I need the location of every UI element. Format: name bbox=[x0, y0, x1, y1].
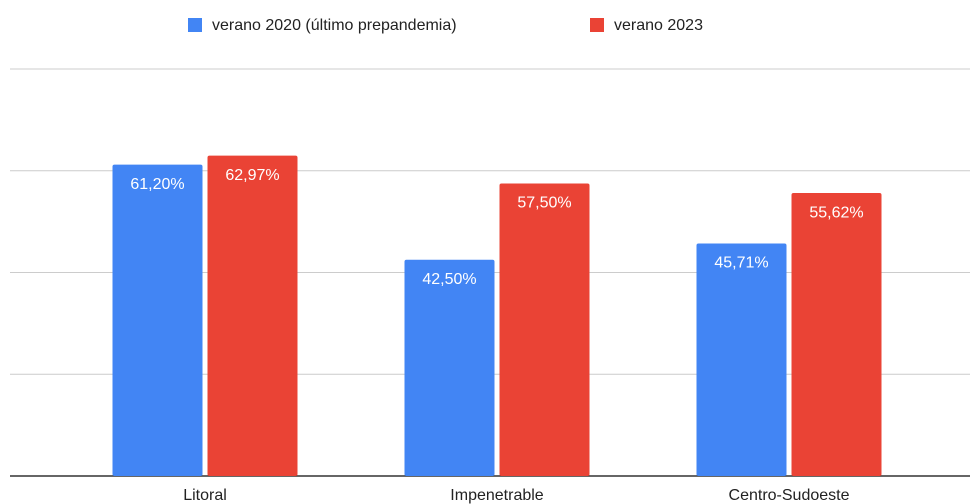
bar bbox=[696, 243, 787, 476]
bar bbox=[207, 155, 298, 476]
legend-swatch bbox=[590, 18, 604, 32]
data-label: 57,50% bbox=[517, 195, 571, 212]
data-label: 61,20% bbox=[130, 176, 184, 193]
x-tick-label: Impenetrable bbox=[450, 487, 543, 504]
bar bbox=[112, 164, 203, 476]
legend-label: verano 2023 bbox=[614, 17, 703, 34]
bar bbox=[499, 183, 590, 476]
x-tick-label: Centro-Sudoeste bbox=[729, 487, 850, 504]
bar bbox=[791, 193, 882, 476]
x-tick-label: Litoral bbox=[183, 487, 227, 504]
legend-label: verano 2020 (último prepandemia) bbox=[212, 17, 457, 34]
data-label: 62,97% bbox=[225, 167, 279, 184]
data-label: 45,71% bbox=[714, 255, 768, 272]
data-label: 42,50% bbox=[422, 271, 476, 288]
bar bbox=[404, 259, 495, 476]
legend-swatch bbox=[188, 18, 202, 32]
data-label: 55,62% bbox=[809, 204, 863, 221]
